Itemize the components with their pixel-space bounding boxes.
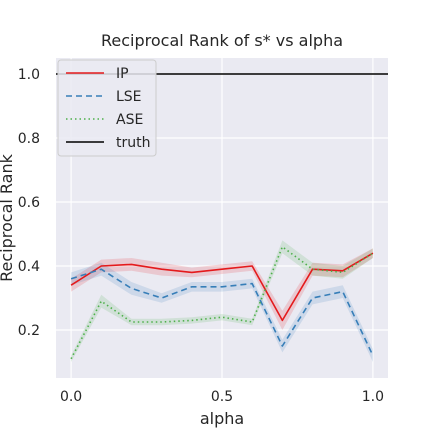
y-ticks: 0.2 0.4 0.6 0.8 1.0 [18, 67, 40, 339]
legend: IP LSE ASE truth [57, 59, 157, 157]
x-tick-label: 0.0 [60, 389, 82, 405]
line-ase [70, 246, 374, 360]
band-ip [71, 248, 373, 330]
y-tick-label: 0.8 [18, 131, 40, 147]
y-axis-label: Reciprocal Rank [0, 153, 16, 282]
legend-label-ip: IP [116, 66, 129, 82]
legend-label-ase: ASE [116, 112, 143, 128]
y-tick-label: 1.0 [18, 67, 40, 83]
band-lse [71, 262, 373, 362]
legend-label-lse: LSE [116, 89, 142, 105]
confidence-bands [71, 240, 373, 362]
line-lse [70, 268, 374, 356]
legend-label-truth: truth [116, 135, 150, 151]
chart-title: Reciprocal Rank of s* vs alpha [101, 31, 343, 50]
x-tick-label: 0.5 [211, 389, 233, 405]
x-axis-label: alpha [200, 409, 244, 428]
x-tick-label: 1.0 [362, 389, 384, 405]
y-tick-label: 0.6 [18, 195, 40, 211]
y-tick-label: 0.4 [18, 259, 40, 275]
x-ticks: 0.0 0.5 1.0 [60, 389, 384, 405]
legend-box [57, 59, 157, 157]
y-tick-label: 0.2 [18, 323, 40, 339]
